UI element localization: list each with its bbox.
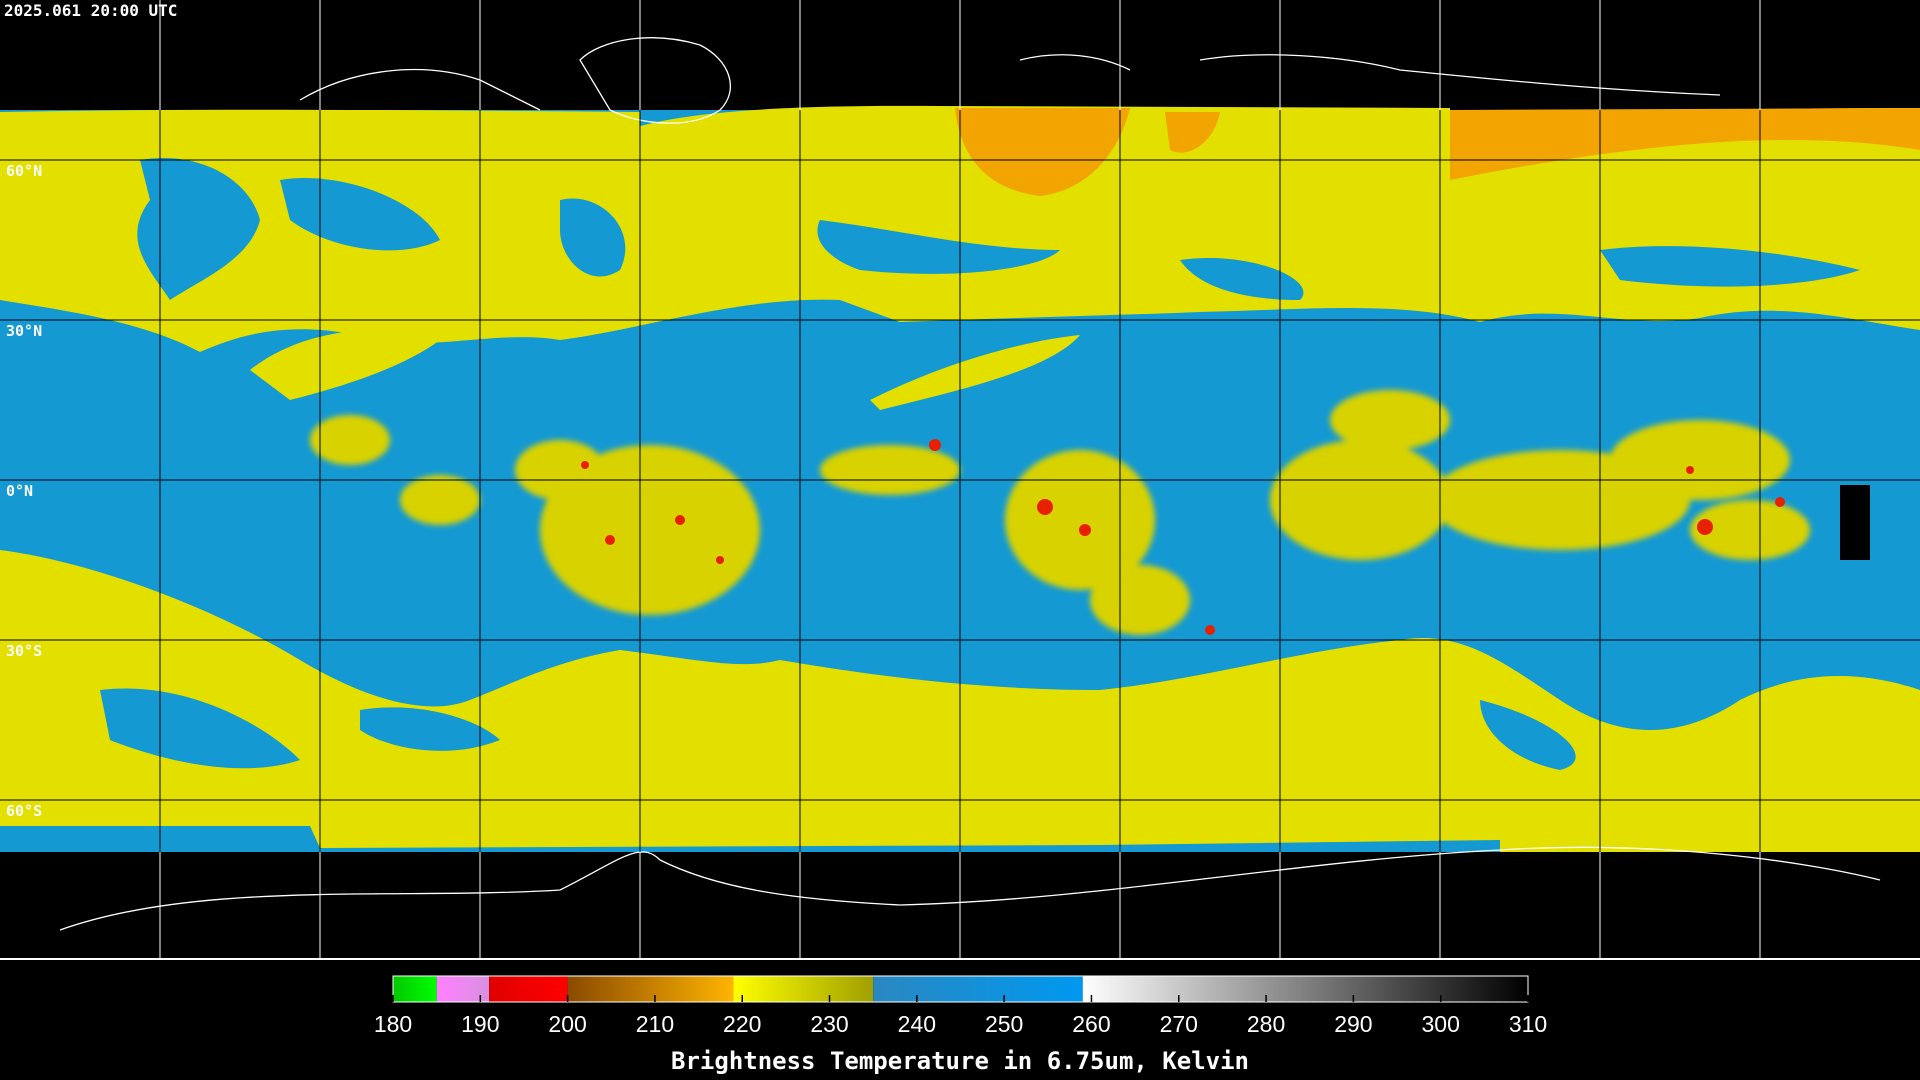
colorbar-segment bbox=[1082, 976, 1528, 1002]
colorbar-tick-label: 190 bbox=[461, 1011, 499, 1037]
colorbar-tick-label: 200 bbox=[548, 1011, 586, 1037]
colorbar-segment bbox=[567, 976, 734, 1002]
colorbar-tick-label: 280 bbox=[1247, 1011, 1285, 1037]
map-border bbox=[0, 958, 1920, 960]
latitude-label: 30°N bbox=[6, 322, 42, 340]
timestamp: 2025.061 20:00 UTC bbox=[4, 1, 177, 20]
subtropical-streaks bbox=[250, 330, 1080, 410]
colorbar-frame bbox=[392, 975, 1529, 1003]
cold-tops-north bbox=[955, 108, 1920, 196]
southern-dry-slots bbox=[100, 688, 1576, 770]
data-gap bbox=[1840, 485, 1870, 560]
colorbar-tick-label: 210 bbox=[636, 1011, 674, 1037]
colorbar-segment bbox=[393, 976, 437, 1002]
colorbar-tick-label: 260 bbox=[1072, 1011, 1110, 1037]
colorbar-tick-label: 270 bbox=[1160, 1011, 1198, 1037]
latitude-label: 30°S bbox=[6, 642, 42, 660]
colorbar-tick-label: 300 bbox=[1422, 1011, 1460, 1037]
latitude-labels: 60°N 30°N 0°N 30°S 60°S bbox=[6, 162, 42, 820]
colorbar-title: Brightness Temperature in 6.75um, Kelvin bbox=[671, 1047, 1249, 1075]
colorbar-tick-label: 290 bbox=[1334, 1011, 1372, 1037]
graticule bbox=[0, 0, 1920, 958]
latitude-label: 0°N bbox=[6, 482, 33, 500]
latitude-label: 60°N bbox=[6, 162, 42, 180]
colorbar-tick-label: 180 bbox=[374, 1011, 412, 1037]
deep-convection bbox=[581, 439, 1785, 635]
latitude-label: 60°S bbox=[6, 802, 42, 820]
colorbar-tick-label: 230 bbox=[810, 1011, 848, 1037]
colorbar-tick-label: 250 bbox=[985, 1011, 1023, 1037]
colorbar-tick-label: 310 bbox=[1509, 1011, 1547, 1037]
colorbar-segment bbox=[436, 976, 490, 1002]
colorbar-segment bbox=[873, 976, 1083, 1002]
colorbar-tick-label: 240 bbox=[898, 1011, 936, 1037]
colorbar-segment bbox=[733, 976, 874, 1002]
colorbar-tick-label: 220 bbox=[723, 1011, 761, 1037]
colorbar: 180 190 200 210 220 230 240 250 260 270 280 290 300 3… bbox=[374, 975, 1547, 1037]
colorbar-segment bbox=[489, 976, 568, 1002]
